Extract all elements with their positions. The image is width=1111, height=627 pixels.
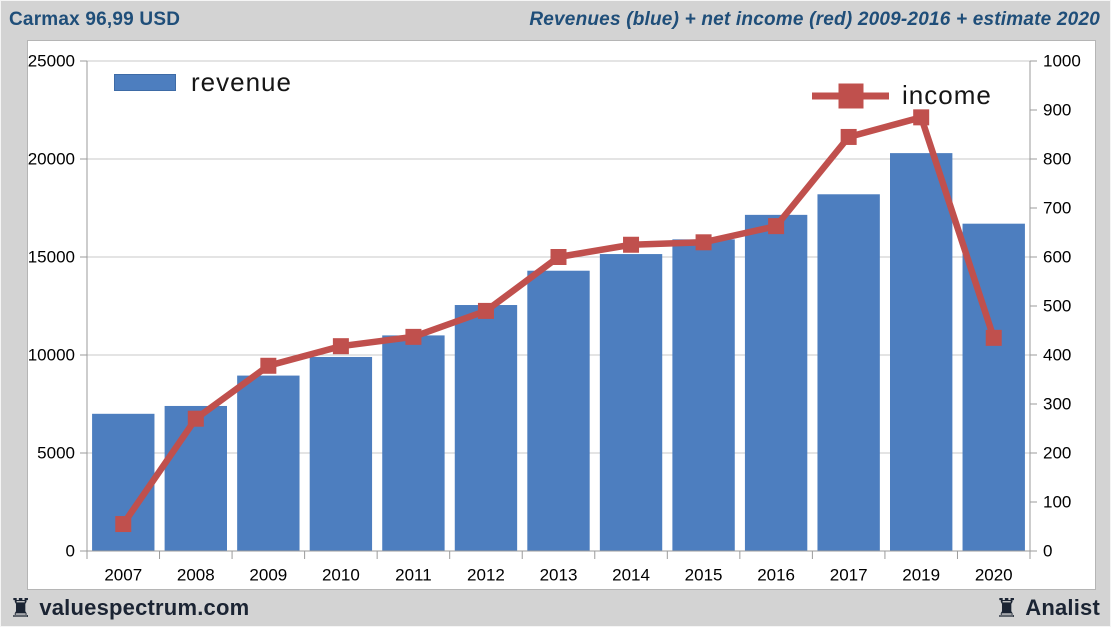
svg-text:1000: 1000	[1043, 52, 1081, 71]
income-marker-2020	[985, 329, 1002, 346]
x-label-2020: 2020	[975, 566, 1013, 585]
ticker-title: Carmax 96,99 USD	[9, 9, 181, 30]
svg-text:500: 500	[1043, 297, 1071, 316]
income-marker-2011	[405, 328, 422, 345]
x-label-2008: 2008	[177, 566, 215, 585]
legend-revenue: revenue	[114, 67, 292, 98]
revenue-bar-2014	[599, 254, 663, 551]
income-marker-2016	[768, 218, 785, 235]
x-label-2012: 2012	[467, 566, 505, 585]
chart-canvas: 0 5000 10000 15000 20000 25000 0 100 200 300 400 50…	[28, 52, 1081, 585]
x-label-2014: 2014	[612, 566, 650, 585]
x-label-2010: 2010	[322, 566, 360, 585]
x-label-2015: 2015	[685, 566, 723, 585]
revenue-bar-2009	[237, 375, 300, 551]
income-marker-2013	[550, 249, 567, 265]
revenue-bar-2010	[309, 356, 373, 551]
income-marker-2009	[260, 357, 277, 374]
x-label-2009: 2009	[249, 566, 287, 585]
svg-text:700: 700	[1043, 199, 1071, 218]
svg-text:200: 200	[1043, 444, 1071, 463]
svg-text:300: 300	[1043, 395, 1071, 414]
x-label-2017: 2017	[830, 566, 868, 585]
revenue-bar-2015	[672, 239, 735, 552]
chart-area: 0 5000 10000 15000 20000 25000 0 100 200 300 400 50…	[27, 40, 1096, 590]
revenue-bar-2019	[890, 153, 953, 551]
svg-text:10000: 10000	[28, 346, 75, 365]
svg-text:800: 800	[1043, 150, 1071, 169]
svg-text:15000: 15000	[28, 248, 75, 267]
income-marker-2008	[187, 410, 204, 427]
revenue-bar-2011	[382, 335, 445, 551]
footer: ♜ valuespectrum.com ♜ Analist	[1, 589, 1110, 626]
svg-text:20000: 20000	[28, 150, 75, 169]
x-label-2007: 2007	[104, 566, 142, 585]
income-marker-2017	[840, 128, 857, 145]
x-label-2013: 2013	[540, 566, 578, 585]
brand: ♜ valuespectrum.com	[9, 595, 249, 621]
rook-icon: ♜	[9, 592, 33, 623]
revenue-bar-2017	[817, 194, 880, 551]
svg-text:900: 900	[1043, 101, 1071, 120]
chart-subtitle: Revenues (blue) + net income (red) 2009-…	[529, 9, 1100, 30]
revenue-bar-2016	[744, 214, 808, 552]
income-marker-2014	[623, 236, 640, 253]
rook-icon: ♜	[994, 592, 1019, 623]
income-line-marker-icon	[812, 83, 889, 109]
legend-income: income	[812, 80, 992, 111]
revenue-swatch-icon	[114, 74, 176, 91]
revenue-bar-2008	[164, 405, 227, 551]
income-marker-2012	[477, 302, 494, 319]
income-marker-2015	[695, 234, 712, 251]
svg-text:100: 100	[1043, 493, 1071, 512]
x-label-2011: 2011	[395, 566, 432, 585]
svg-text:5000: 5000	[37, 444, 75, 463]
legend-revenue-label: revenue	[191, 67, 292, 97]
revenue-bar-2012	[454, 305, 518, 551]
income-marker-2007	[115, 516, 132, 533]
revenue-bar-2013	[527, 270, 590, 551]
analist-label: Analist	[1025, 594, 1100, 620]
header: Carmax 96,99 USD Revenues (blue) + net i…	[1, 1, 1110, 39]
x-label-2016: 2016	[757, 566, 795, 585]
analist-badge: ♜ Analist	[995, 595, 1100, 621]
svg-text:25000: 25000	[28, 52, 75, 71]
svg-text:600: 600	[1043, 248, 1071, 267]
svg-text:400: 400	[1043, 346, 1071, 365]
income-marker-2019	[913, 109, 930, 126]
income-marker-2010	[332, 338, 349, 355]
x-label-2019: 2019	[902, 566, 940, 585]
brand-label: valuespectrum.com	[39, 594, 250, 620]
svg-text:0: 0	[1043, 542, 1052, 561]
legend-income-label: income	[902, 80, 992, 110]
svg-text:0: 0	[66, 542, 75, 561]
